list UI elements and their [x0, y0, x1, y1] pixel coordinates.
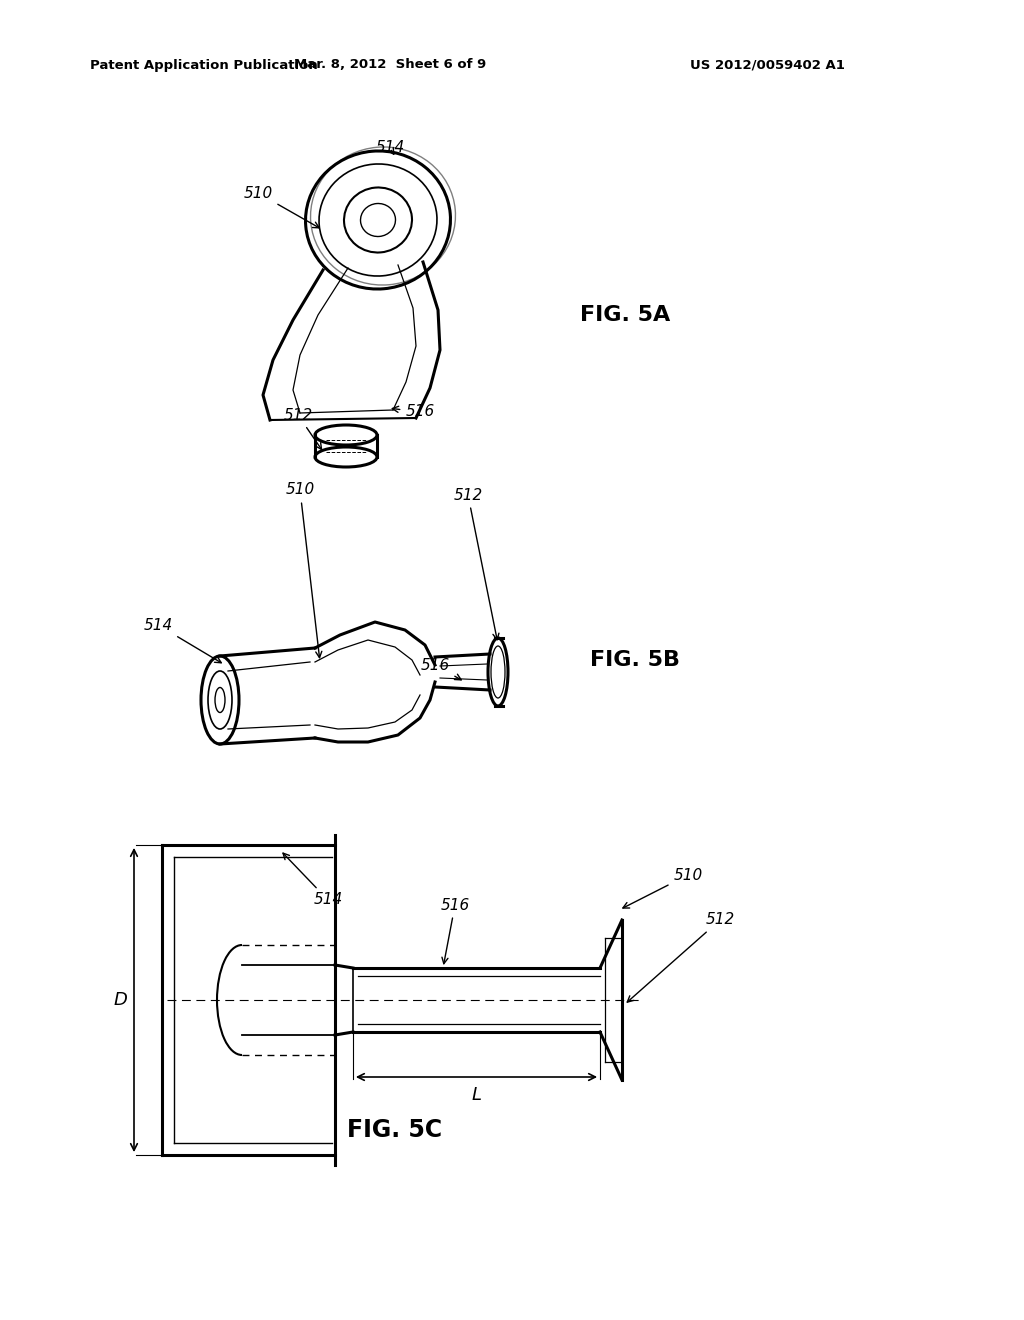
Text: 514: 514 [143, 618, 221, 663]
Text: D: D [113, 991, 127, 1008]
Text: 510: 510 [244, 186, 319, 228]
Text: L: L [471, 1086, 481, 1104]
Text: FIG. 5C: FIG. 5C [347, 1118, 442, 1142]
Text: 514: 514 [283, 853, 343, 908]
Text: 512: 512 [284, 408, 322, 449]
Text: FIG. 5A: FIG. 5A [580, 305, 670, 325]
Text: Patent Application Publication: Patent Application Publication [90, 58, 317, 71]
Text: 516: 516 [392, 404, 434, 420]
Text: 516: 516 [440, 898, 470, 964]
Text: 516: 516 [421, 657, 461, 680]
Text: Mar. 8, 2012  Sheet 6 of 9: Mar. 8, 2012 Sheet 6 of 9 [294, 58, 486, 71]
Text: 512: 512 [454, 487, 499, 640]
Text: US 2012/0059402 A1: US 2012/0059402 A1 [690, 58, 845, 71]
Text: 510: 510 [286, 483, 322, 657]
Text: FIG. 5B: FIG. 5B [590, 649, 680, 671]
Text: 510: 510 [623, 867, 702, 908]
Text: 514: 514 [376, 140, 404, 156]
Text: 512: 512 [628, 912, 734, 1002]
